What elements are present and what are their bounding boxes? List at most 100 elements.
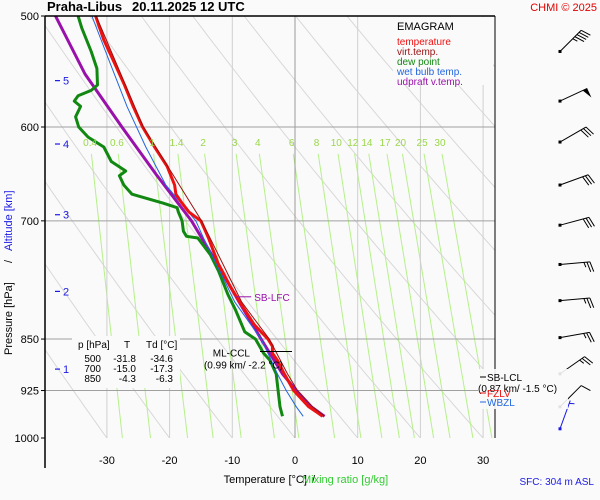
mixing-ratio-line — [153, 153, 189, 438]
barb-full — [584, 356, 594, 364]
barb-staff — [559, 261, 590, 265]
dry-adiabat — [192, 16, 495, 383]
surface-altitude: SFC: 304 m ASL — [520, 477, 595, 488]
x-axis-label-separator: / — [312, 474, 316, 486]
table-cell: -6.3 — [156, 374, 174, 385]
x-tick-label: 20 — [414, 455, 426, 467]
legend-entry: temperature — [397, 37, 451, 48]
barb-full — [586, 332, 592, 343]
table-cell: -34.6 — [150, 354, 173, 365]
wind-barb — [558, 174, 595, 187]
barb-staff — [559, 126, 587, 143]
x-axis-label-temperature: Temperature [°C] — [224, 474, 307, 486]
right-labels-box — [478, 369, 568, 409]
sb-lcl-value: (0.87 km/ -1.5 °C) — [478, 384, 557, 395]
y-axis-label-pressure: Pressure [hPa] — [3, 282, 15, 355]
mixing-ratio-label: 0.4 — [83, 138, 97, 149]
ml-ccl-label: ML-CCL — [213, 349, 251, 360]
table-cell: 500 — [84, 354, 101, 365]
barb-full — [589, 297, 595, 308]
barb-staff — [559, 29, 582, 52]
barb-station-dot — [558, 262, 562, 266]
mixing-ratio-label: 1 — [149, 138, 155, 149]
wind-barb — [558, 297, 595, 309]
series-temperature — [94, 16, 324, 418]
barb-station-dot — [558, 299, 562, 303]
barb-full — [586, 298, 592, 309]
barb-half — [583, 333, 587, 339]
sb-lfc-label: SB-LFC — [254, 293, 290, 304]
copyright: CHMI © 2025 — [530, 2, 597, 14]
y-axis-label-separator: / — [3, 259, 15, 263]
barb-full — [580, 385, 591, 391]
table-header: T — [124, 340, 130, 351]
sb-lcl-label: SB-LCL — [487, 373, 522, 384]
y-tick-label: 600 — [21, 122, 39, 134]
data-table-box — [72, 336, 180, 388]
barb-full — [581, 357, 591, 366]
series-wet-bulb-temp — [91, 16, 304, 417]
barb-full — [589, 332, 595, 342]
barb-station-dot — [558, 99, 562, 103]
barb-half — [583, 298, 587, 304]
barb-station-dot — [558, 427, 562, 431]
dry-adiabat — [346, 16, 495, 189]
barb-staff — [559, 174, 589, 186]
mixing-ratio-label: 1.4 — [170, 138, 184, 149]
y-axis-label: Pressure [hPa] / Altitude [km] — [3, 190, 15, 355]
mixing-ratio-label: 4 — [255, 138, 261, 149]
table-cell: -17.3 — [150, 364, 173, 375]
mixing-ratio-line — [354, 153, 400, 438]
mixing-ratio-label: 12 — [347, 138, 359, 149]
barb-full — [574, 36, 585, 43]
legend-box — [393, 17, 493, 85]
x-tick-label: -10 — [224, 455, 240, 467]
barb-staff — [559, 216, 590, 226]
x-tick-label: 30 — [477, 455, 489, 467]
wind-barb — [558, 216, 595, 229]
chart-title: EMAGRAM — [397, 21, 454, 33]
station-title: Praha-Libus — [47, 0, 122, 14]
dry-adiabat — [140, 16, 484, 438]
barb-half — [583, 262, 587, 268]
mixing-ratio-label: 2 — [200, 138, 206, 149]
mixing-ratio-line — [317, 153, 362, 438]
barb-full — [587, 174, 595, 184]
mixing-ratio-label: 8 — [314, 138, 320, 149]
altitude-tick-label: 3 — [63, 210, 69, 222]
y-tick-label: 925 — [21, 386, 39, 398]
dry-adiabat — [45, 348, 108, 438]
mixing-ratio-lines — [90, 153, 493, 438]
barb-full — [585, 126, 594, 135]
legend-entry: dew point — [397, 57, 440, 68]
profiles — [54, 16, 326, 418]
wind-barb — [558, 261, 595, 273]
y-tick-label: 850 — [21, 334, 39, 346]
barb-station-dot — [558, 336, 562, 340]
barb-station-dot — [558, 183, 562, 187]
fzlv-label: FZLV — [487, 389, 511, 400]
barb-station-dot — [558, 140, 562, 144]
altitude-tick-label: 4 — [63, 139, 69, 151]
x-axis-label-mixing-ratio: Mixing ratio [g/kg] — [302, 474, 388, 486]
x-tick-label: -20 — [162, 455, 178, 467]
axes: 0.4 0.6 1 1.4 2 3 4 6 8 10 12 14 17 20 25 3050060070085… — [15, 11, 496, 468]
barb-full — [583, 128, 592, 137]
barb-half — [579, 359, 585, 364]
barb-full — [582, 218, 590, 229]
mixing-ratio-line — [177, 153, 214, 438]
wind-barb — [558, 331, 595, 343]
dry-adiabat — [45, 101, 296, 438]
table-header: Td [°C] — [146, 340, 177, 351]
table-cell: 700 — [84, 364, 101, 375]
dry-adiabat — [243, 16, 495, 317]
annotations: SB-LFC ML-CCL(0.99 km/ -2.2 °C) SB-LCL(0.8… — [204, 293, 568, 409]
barb-pennant — [582, 88, 592, 98]
mixing-ratio-line — [423, 153, 474, 438]
y-tick-label: 500 — [21, 11, 39, 23]
barb-station-dot — [558, 223, 562, 227]
series-virt-temp — [95, 16, 325, 417]
mixing-ratio-label: 20 — [395, 138, 407, 149]
